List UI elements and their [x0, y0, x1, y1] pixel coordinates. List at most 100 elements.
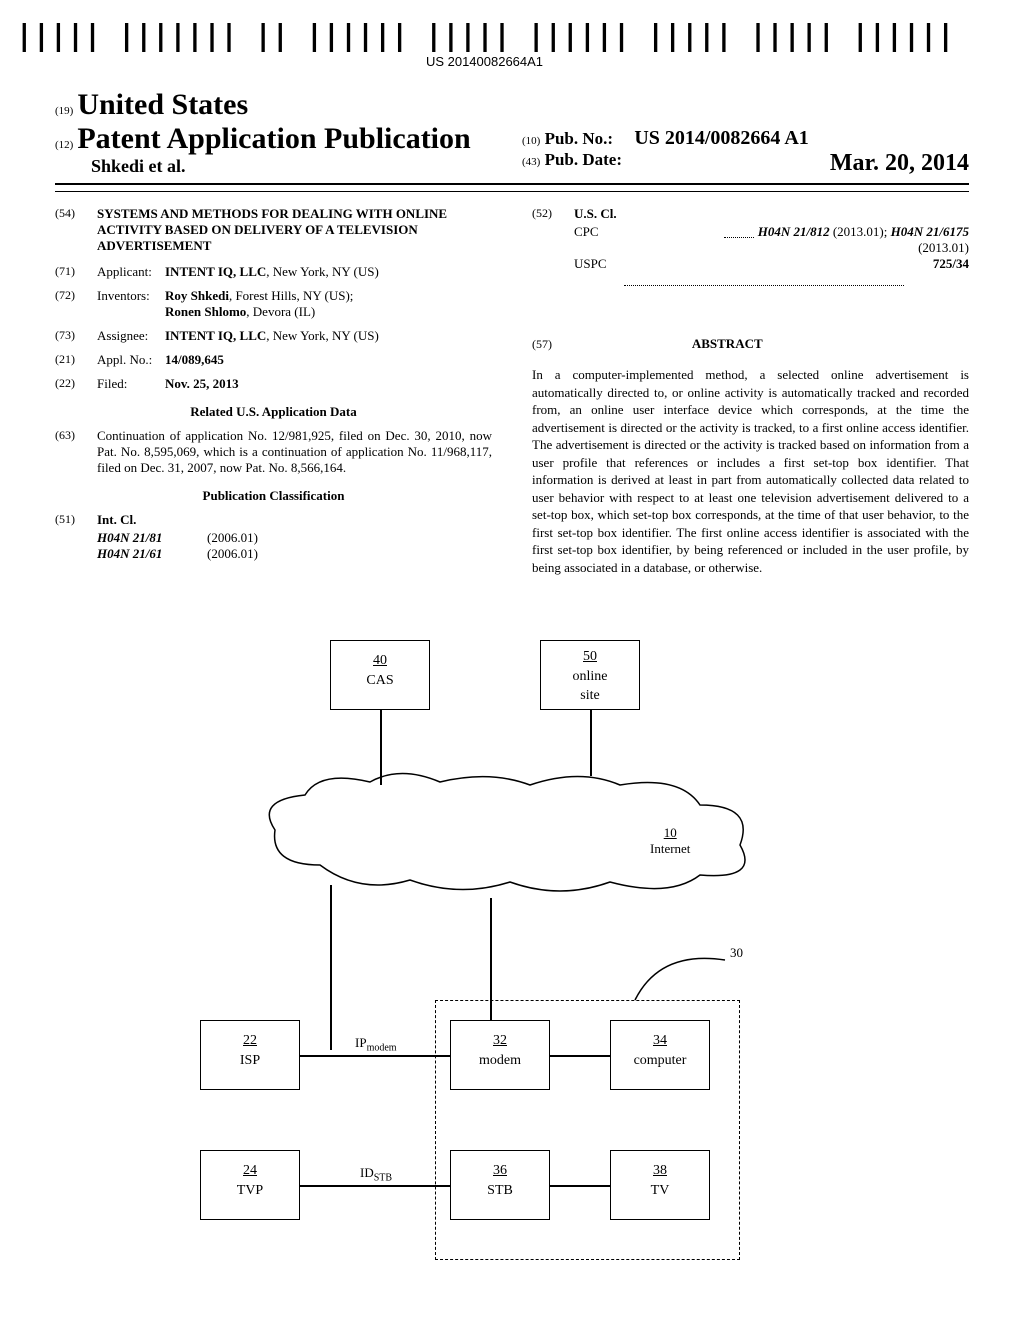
pub-date: Mar. 20, 2014: [830, 150, 969, 177]
cont-text: Continuation of application No. 12/981,9…: [97, 428, 492, 476]
line-modem-computer: [550, 1055, 610, 1057]
site-label2: site: [580, 688, 599, 703]
line-cloud-isp: [330, 885, 332, 1050]
patent-page: ||||| ||||||| || |||||| ||||| |||||| |||…: [0, 0, 1024, 1320]
site-num: 50: [583, 649, 597, 664]
pub-no-code: (10): [522, 135, 540, 147]
assignee-name: INTENT IQ, LLC: [165, 328, 266, 343]
intcl-label: Int. Cl.: [97, 512, 136, 527]
title-code: (54): [55, 206, 97, 254]
internet-label-block: 10 Internet: [650, 825, 690, 857]
group-num: 30: [730, 945, 743, 961]
diagram: 40 CAS 50 online site 10 Internet 30: [160, 640, 860, 1280]
isp-label: ISP: [240, 1053, 260, 1068]
invention-title: SYSTEMS AND METHODS FOR DEALING WITH ONL…: [97, 206, 492, 254]
abstract-body: In a computer-implemented method, a sele…: [532, 366, 969, 577]
inventor-1-loc: , Forest Hills, NY (US);: [229, 288, 353, 303]
tvp-num: 24: [243, 1163, 257, 1178]
filed-date: Nov. 25, 2013: [165, 376, 239, 391]
isp-num: 22: [243, 1033, 257, 1048]
line-isp-modem: [300, 1055, 450, 1057]
header-rule-1: [55, 183, 969, 185]
applicant-value: INTENT IQ, LLC, New York, NY (US): [165, 264, 492, 280]
cas-label: CAS: [366, 673, 393, 688]
modem-num: 32: [493, 1033, 507, 1048]
line-site-cloud: [590, 710, 592, 776]
assignee-code: (73): [55, 328, 97, 344]
intcl-2-ver: (2006.01): [207, 546, 258, 562]
id-sub: STB: [374, 1173, 392, 1184]
barcode-block: ||||| ||||||| || |||||| ||||| |||||| |||…: [0, 22, 969, 69]
intcl-list: H04N 21/81 (2006.01) H04N 21/61 (2006.01…: [97, 530, 492, 562]
pub-type-code: (12): [55, 139, 73, 151]
modem-label: modem: [479, 1053, 521, 1068]
pub-date-label: Pub. Date:: [545, 150, 622, 169]
tvp-label: TVP: [237, 1183, 263, 1198]
body-columns: (54) SYSTEMS AND METHODS FOR DEALING WIT…: [55, 206, 969, 577]
cpc-1-ver: (2013.01);: [833, 224, 888, 239]
stb-label: STB: [487, 1183, 513, 1198]
filed-label: Filed:: [97, 376, 165, 392]
cont-code: (63): [55, 428, 97, 476]
barcode-number: US 20140082664A1: [0, 54, 969, 69]
inventor-1: Roy Shkedi: [165, 288, 229, 303]
pub-no-label: Pub. No.:: [545, 129, 613, 148]
line-stb-tv: [550, 1185, 610, 1187]
uscl-code: (52): [532, 206, 574, 222]
id-label: ID: [360, 1165, 374, 1180]
box-isp: 22 ISP: [200, 1020, 300, 1090]
cpc-2-ver: (2013.01): [918, 240, 969, 255]
left-column: (54) SYSTEMS AND METHODS FOR DEALING WIT…: [55, 206, 512, 577]
tv-label: TV: [651, 1183, 670, 1198]
pub-type: Patent Application Publication: [77, 122, 470, 155]
appl-no: 14/089,645: [165, 352, 224, 367]
line-tvp-stb: [300, 1185, 450, 1187]
box-tvp: 24 TVP: [200, 1150, 300, 1220]
stb-num: 36: [493, 1163, 507, 1178]
cpc-2: H04N 21/6175: [891, 224, 969, 239]
appl-code: (21): [55, 352, 97, 368]
filed-code: (22): [55, 376, 97, 392]
assignee-label: Assignee:: [97, 328, 165, 344]
country-code: (19): [55, 105, 73, 117]
appl-label: Appl. No.:: [97, 352, 165, 368]
box-tv: 38 TV: [610, 1150, 710, 1220]
intcl-2-code: H04N 21/61: [97, 546, 207, 562]
inventors-code: (72): [55, 288, 97, 320]
ip-label: IP: [355, 1035, 367, 1050]
site-label1: online: [573, 669, 608, 684]
uscl-block: CPC H04N 21/812 (2013.01); H04N 21/6175 …: [574, 224, 969, 288]
intcl-1-ver: (2006.01): [207, 530, 258, 546]
pub-no: US 2014/0082664 A1: [634, 127, 808, 149]
uscl-label: U.S. Cl.: [574, 206, 617, 221]
id-stb-label: IDSTB: [360, 1165, 392, 1184]
assignee-value: INTENT IQ, LLC, New York, NY (US): [165, 328, 492, 344]
applicant-label: Applicant:: [97, 264, 165, 280]
abstract-head: ABSTRACT: [577, 336, 877, 352]
uspc-val: 725/34: [933, 256, 969, 271]
barcode: ||||| ||||||| || |||||| ||||| |||||| |||…: [0, 22, 969, 52]
tv-num: 38: [653, 1163, 667, 1178]
country: United States: [77, 88, 248, 121]
inventor-2-loc: , Devora (IL): [246, 304, 315, 319]
header-rule-2: [55, 191, 969, 192]
pub-date-code: (43): [522, 156, 540, 168]
intcl-1-code: H04N 21/81: [97, 530, 207, 546]
box-site: 50 online site: [540, 640, 640, 710]
abstract-code: (57): [532, 337, 574, 352]
box-cas: 40 CAS: [330, 640, 430, 710]
assignee-loc: , New York, NY (US): [266, 328, 379, 343]
box-computer: 34 computer: [610, 1020, 710, 1090]
right-column: (52) U.S. Cl. CPC H04N 21/812 (2013.01);…: [512, 206, 969, 577]
cas-num: 40: [373, 653, 387, 668]
ip-modem-label: IPmodem: [355, 1035, 397, 1054]
ip-sub: modem: [367, 1043, 397, 1054]
intcl-code: (51): [55, 512, 97, 528]
pubclass-head: Publication Classification: [55, 488, 492, 504]
header: (19) United States (12) Patent Applicati…: [55, 88, 969, 192]
inventors-value: Roy Shkedi, Forest Hills, NY (US); Ronen…: [165, 288, 492, 320]
uspc-label: USPC: [574, 256, 607, 272]
authors: Shkedi et al.: [55, 156, 502, 177]
box-stb: 36 STB: [450, 1150, 550, 1220]
box-modem: 32 modem: [450, 1020, 550, 1090]
